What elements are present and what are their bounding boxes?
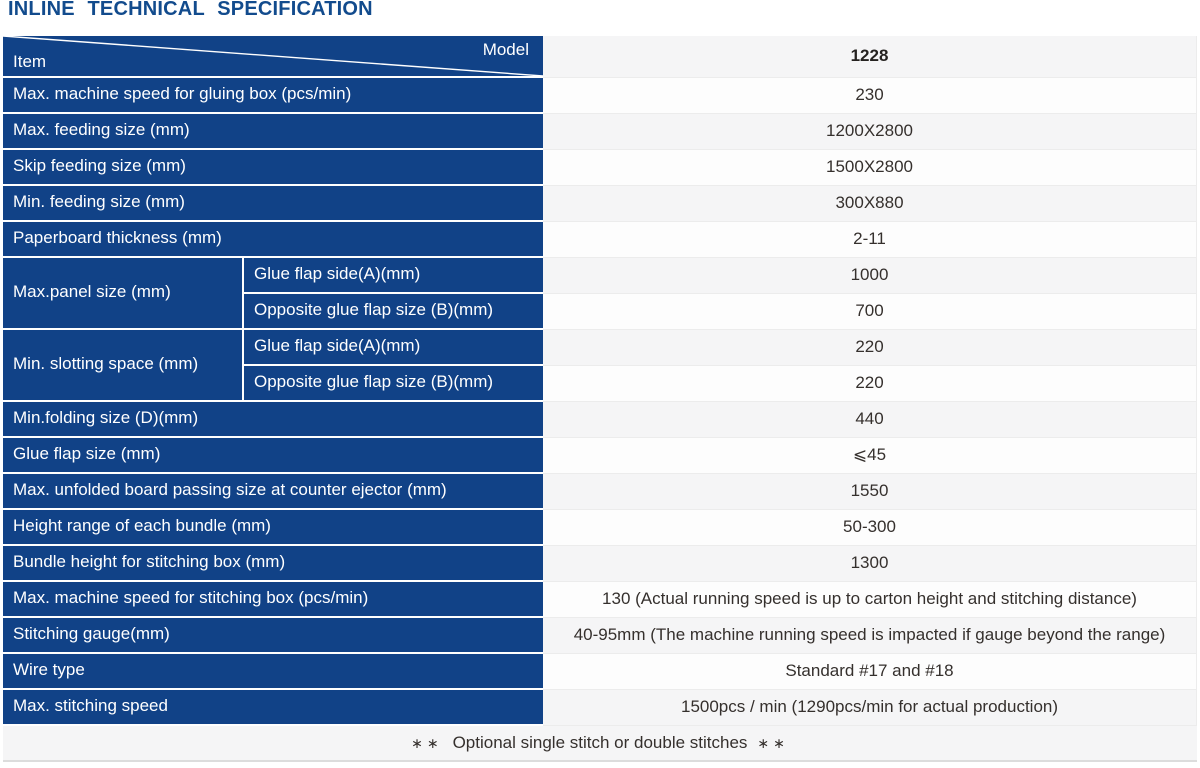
row-value: 1500pcs / min (1290pcs/min for actual pr…	[543, 690, 1197, 726]
row-value: 1200X2800	[543, 114, 1197, 150]
row-label: Max. machine speed for stitching box (pc…	[3, 582, 543, 618]
row-value: 220	[543, 330, 1197, 366]
table-row: Min. feeding size (mm) 300X880	[3, 186, 1197, 222]
row-label: Paperboard thickness (mm)	[3, 222, 543, 258]
item-model-diagonal-cell: Model Item	[3, 36, 543, 78]
table-row: Wire type Standard #17 and #18	[3, 654, 1197, 690]
row-value: 700	[543, 294, 1197, 330]
row-label: Wire type	[3, 654, 543, 690]
row-label: Max. machine speed for gluing box (pcs/m…	[3, 78, 543, 114]
diagonal-divider	[3, 36, 543, 76]
row-label: Stitching gauge(mm)	[3, 618, 543, 654]
table-row: Paperboard thickness (mm) 2-11	[3, 222, 1197, 258]
page-title: INLINE TECHNICAL SPECIFICATION	[8, 0, 373, 20]
row-label: Height range of each bundle (mm)	[3, 510, 543, 546]
sub-label: Opposite glue flap size (B)(mm)	[242, 294, 543, 330]
row-value: 2-11	[543, 222, 1197, 258]
table-row: Max. unfolded board passing size at coun…	[3, 474, 1197, 510]
row-label: Min.folding size (D)(mm)	[3, 402, 543, 438]
row-value: 130 (Actual running speed is up to carto…	[543, 582, 1197, 618]
table-row-group: Min. slotting space (mm) Glue flap side(…	[3, 330, 1197, 402]
row-value: 300X880	[543, 186, 1197, 222]
table-row: Min.folding size (D)(mm) 440	[3, 402, 1197, 438]
sub-label: Glue flap side(A)(mm)	[242, 330, 543, 366]
table-row-group: Max.panel size (mm) Glue flap side(A)(mm…	[3, 258, 1197, 330]
header-item-label: Item	[13, 52, 47, 71]
row-label: Max. unfolded board passing size at coun…	[3, 474, 543, 510]
table-row: Height range of each bundle (mm) 50-300	[3, 510, 1197, 546]
table-row: Stitching gauge(mm) 40-95mm (The machine…	[3, 618, 1197, 654]
row-label: Max. feeding size (mm)	[3, 114, 543, 150]
sub-label: Glue flap side(A)(mm)	[242, 258, 543, 294]
footer-note: ∗∗ Optional single stitch or double stitc…	[3, 726, 1197, 762]
row-value: ⩽45	[543, 438, 1197, 474]
row-value: Standard #17 and #18	[543, 654, 1197, 690]
row-value: 440	[543, 402, 1197, 438]
header-model-label: Model	[482, 40, 529, 59]
row-value: 1300	[543, 546, 1197, 582]
table-row-group-cont: Opposite glue flap size (B)(mm) 220	[3, 366, 1197, 402]
row-label: Min. feeding size (mm)	[3, 186, 543, 222]
row-value: 40-95mm (The machine running speed is im…	[543, 618, 1197, 654]
row-value: 1500X2800	[543, 150, 1197, 186]
model-number: 1228	[543, 36, 1197, 78]
footer-stars-left: ∗∗	[411, 734, 443, 751]
row-value: 1000	[543, 258, 1197, 294]
row-value: 220	[543, 366, 1197, 402]
table-row: Max. stitching speed 1500pcs / min (1290…	[3, 690, 1197, 726]
row-value: 50-300	[543, 510, 1197, 546]
row-label: Max. stitching speed	[3, 690, 543, 726]
sub-label: Opposite glue flap size (B)(mm)	[242, 366, 543, 402]
table-row: Bundle height for stitching box (mm) 130…	[3, 546, 1197, 582]
row-label: Skip feeding size (mm)	[3, 150, 543, 186]
spec-table: Model Item 1228 Max. machine speed for g…	[3, 36, 1197, 762]
footer-stars-right: ∗∗	[757, 734, 789, 751]
table-row: Max. feeding size (mm) 1200X2800	[3, 114, 1197, 150]
table-row: Max. machine speed for stitching box (pc…	[3, 582, 1197, 618]
footer-note-text: Optional single stitch or double stitche…	[452, 732, 748, 752]
row-label: Glue flap size (mm)	[3, 438, 543, 474]
table-footer-row: ∗∗ Optional single stitch or double stitc…	[3, 726, 1197, 762]
table-row-group-cont: Opposite glue flap size (B)(mm) 700	[3, 294, 1197, 330]
table-row: Max. machine speed for gluing box (pcs/m…	[3, 78, 1197, 114]
row-label: Bundle height for stitching box (mm)	[3, 546, 543, 582]
row-value: 230	[543, 78, 1197, 114]
table-row: Skip feeding size (mm) 1500X2800	[3, 150, 1197, 186]
row-value: 1550	[543, 474, 1197, 510]
group-label: Min. slotting space (mm)	[3, 330, 242, 402]
group-label: Max.panel size (mm)	[3, 258, 242, 330]
table-row: Glue flap size (mm) ⩽45	[3, 438, 1197, 474]
table-header-row: Model Item 1228	[3, 36, 1197, 78]
